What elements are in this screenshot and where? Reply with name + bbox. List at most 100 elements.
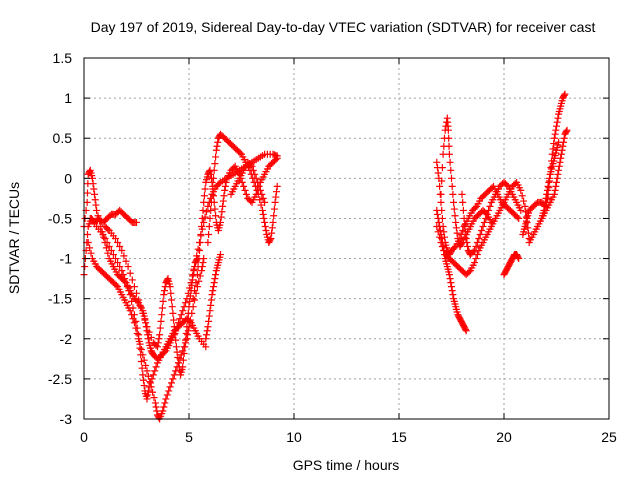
data-point	[552, 126, 560, 134]
data-point	[261, 218, 269, 226]
data-point	[86, 168, 94, 176]
data-point	[166, 283, 174, 291]
data-point	[478, 226, 486, 234]
data-point	[559, 142, 567, 150]
data-point	[440, 247, 448, 255]
data-point	[149, 371, 157, 379]
data-point	[201, 185, 209, 193]
data-point	[99, 230, 107, 238]
data-point	[451, 212, 459, 220]
data-point	[463, 239, 471, 247]
data-point	[193, 283, 201, 291]
data-point	[550, 140, 558, 148]
data-point	[433, 206, 441, 214]
data-point	[133, 289, 140, 297]
data-point	[81, 263, 89, 271]
data-point	[126, 291, 134, 299]
data-point	[160, 291, 168, 299]
data-point	[182, 329, 190, 337]
data-point	[83, 198, 91, 206]
data-point	[543, 186, 551, 194]
series-6	[202, 251, 224, 343]
data-point	[462, 325, 469, 333]
data-point	[471, 247, 479, 255]
data-point	[561, 90, 569, 98]
data-point	[449, 190, 457, 198]
data-point	[469, 248, 477, 256]
data-point	[204, 323, 212, 331]
data-point	[204, 202, 212, 210]
data-point	[128, 297, 136, 305]
y-tick-labels: -3 -2.5 -2 -1.5 -1 -0.5 0 0.5 1 1.5	[48, 50, 72, 427]
data-point	[182, 336, 189, 344]
data-point	[254, 178, 262, 186]
data-point	[555, 138, 563, 146]
data-point	[262, 226, 270, 234]
data-point	[135, 337, 143, 345]
data-point	[157, 317, 165, 325]
data-point	[219, 197, 227, 205]
data-point	[130, 311, 138, 319]
data-point	[555, 162, 563, 170]
data-point	[206, 214, 214, 222]
data-point	[209, 287, 217, 295]
data-point	[158, 304, 166, 312]
data-point	[166, 383, 174, 391]
data-point	[197, 230, 205, 238]
data-point	[135, 331, 143, 339]
data-point	[159, 407, 167, 415]
data-point	[472, 255, 480, 263]
data-point	[210, 192, 217, 200]
data-point	[236, 149, 244, 157]
data-point	[168, 379, 175, 387]
data-point	[207, 198, 215, 206]
data-point	[562, 128, 570, 136]
data-point	[242, 190, 250, 198]
data-point	[270, 205, 278, 213]
data-point	[86, 244, 94, 252]
y-tick-label: -3	[60, 411, 73, 427]
data-point	[135, 296, 143, 304]
data-point	[156, 324, 164, 332]
data-point	[163, 276, 171, 284]
data-point	[256, 196, 264, 204]
x-axis-label: GPS time / hours	[293, 457, 400, 473]
data-point	[145, 383, 153, 391]
x-tick-label: 10	[286, 429, 302, 445]
data-point	[220, 192, 228, 200]
data-point	[553, 178, 560, 186]
data-point	[112, 281, 120, 289]
data-point	[183, 335, 191, 343]
data-point	[132, 317, 140, 325]
data-point	[119, 271, 127, 279]
data-point	[261, 198, 269, 206]
data-point	[543, 190, 551, 198]
series-8	[227, 158, 269, 206]
data-point	[189, 295, 197, 303]
data-point	[103, 239, 111, 247]
data-point	[165, 387, 173, 395]
data-point	[255, 182, 263, 190]
data-point	[130, 319, 138, 327]
data-point	[192, 279, 200, 287]
series-5	[189, 154, 281, 303]
data-point	[557, 150, 565, 158]
data-point	[104, 225, 112, 233]
data-point	[194, 263, 202, 271]
data-point	[247, 161, 255, 169]
data-point	[207, 296, 215, 304]
data-point	[198, 267, 206, 275]
data-point	[462, 228, 469, 236]
data-point	[445, 134, 453, 142]
data-point	[472, 243, 480, 251]
data-point	[464, 243, 472, 251]
data-point	[453, 229, 461, 237]
data-point	[515, 255, 523, 263]
data-point	[214, 138, 222, 146]
data-point	[473, 251, 481, 259]
data-point	[212, 271, 220, 279]
data-point	[449, 291, 457, 299]
data-point	[503, 181, 511, 189]
data-point	[240, 182, 248, 190]
data-point	[199, 206, 207, 214]
